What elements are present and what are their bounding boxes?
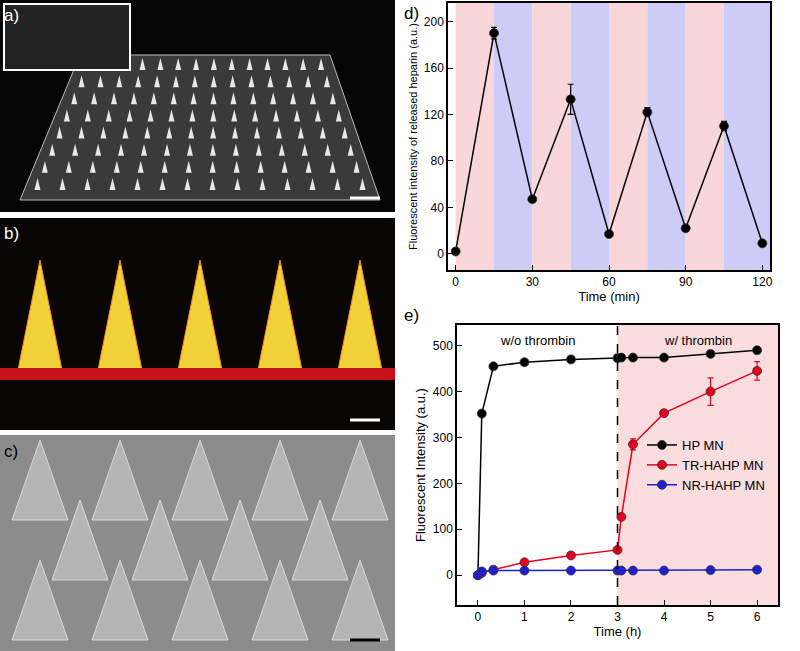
svg-text:400: 400 [433,385,453,399]
svg-text:TR-HAHP MN: TR-HAHP MN [682,458,763,473]
svg-text:40: 40 [430,201,444,215]
svg-text:5: 5 [707,610,714,624]
svg-text:d): d) [404,4,419,23]
svg-text:120: 120 [752,275,772,289]
svg-text:90: 90 [679,275,693,289]
svg-text:Fluorescent intensity of relea: Fluorescent intensity of released hepari… [407,23,419,250]
svg-text:0: 0 [437,247,444,261]
svg-text:e): e) [404,306,419,325]
svg-text:0: 0 [475,610,482,624]
svg-text:4: 4 [661,610,668,624]
svg-text:200: 200 [424,15,444,29]
svg-text:0: 0 [452,275,459,289]
svg-text:Time (h): Time (h) [594,624,642,639]
svg-text:0: 0 [446,568,453,582]
svg-text:HP MN: HP MN [682,438,724,453]
svg-text:w/ thrombin: w/ thrombin [664,333,732,348]
svg-text:a): a) [4,6,19,25]
svg-text:6: 6 [754,610,761,624]
svg-text:80: 80 [430,154,444,168]
svg-text:30: 30 [526,275,540,289]
svg-text:60: 60 [602,275,616,289]
svg-text:w/o thrombin: w/o thrombin [500,333,575,348]
svg-text:NR-HAHP MN: NR-HAHP MN [682,478,765,493]
svg-text:120: 120 [424,108,444,122]
svg-text:b): b) [4,224,19,243]
svg-text:100: 100 [433,522,453,536]
svg-text:300: 300 [433,431,453,445]
svg-text:2: 2 [568,610,575,624]
svg-text:160: 160 [424,61,444,75]
svg-text:Fluorescent Intensity (a.u.): Fluorescent Intensity (a.u.) [413,388,428,542]
svg-text:200: 200 [433,477,453,491]
svg-text:1: 1 [521,610,528,624]
svg-text:c): c) [4,442,18,461]
svg-text:3: 3 [614,610,621,624]
svg-text:500: 500 [433,339,453,353]
svg-text:Time (min): Time (min) [578,289,640,304]
